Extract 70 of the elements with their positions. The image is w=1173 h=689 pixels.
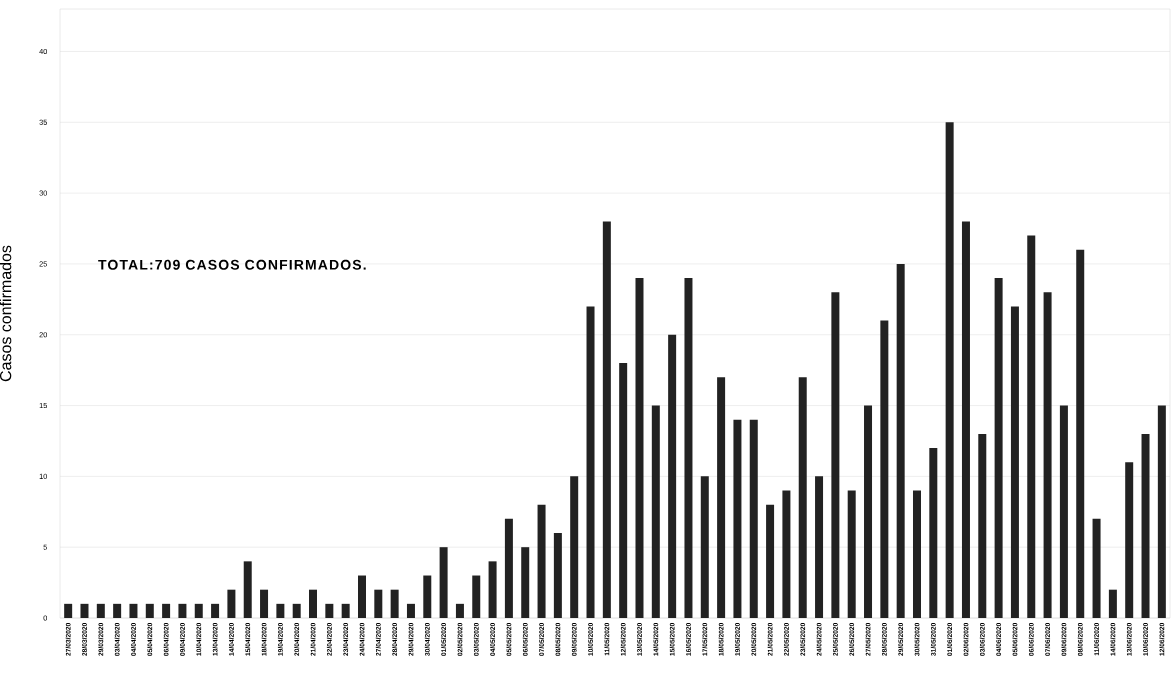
- bar: [521, 547, 530, 618]
- bar: [864, 405, 873, 618]
- bar: [1125, 462, 1134, 618]
- bar: [913, 490, 921, 618]
- bar: [455, 603, 464, 618]
- bar: [113, 603, 122, 618]
- bar: [1141, 433, 1150, 618]
- bar: [684, 278, 693, 618]
- bar: [488, 561, 497, 618]
- bar: [178, 603, 187, 618]
- bar: [847, 490, 856, 618]
- bar: [162, 603, 171, 618]
- bar: [1010, 306, 1019, 618]
- bar: [1059, 405, 1068, 618]
- bar: [1076, 249, 1085, 618]
- bar: [439, 547, 448, 618]
- bar: [619, 363, 628, 618]
- bar: [194, 603, 203, 618]
- bar: [1157, 405, 1166, 618]
- bar: [537, 504, 546, 618]
- bar: [96, 603, 105, 618]
- annotation: TOTAL:709 CASOS CONFIRMADOS.: [98, 259, 366, 270]
- bar: [1092, 518, 1101, 618]
- bar: [717, 377, 726, 618]
- bar: [994, 278, 1003, 618]
- bar: [700, 476, 709, 618]
- bar: [129, 603, 138, 618]
- bar: [782, 490, 791, 618]
- bar: [602, 221, 611, 618]
- bar: [896, 263, 905, 618]
- bar: [406, 603, 415, 618]
- bar: [1108, 589, 1117, 618]
- bar: [423, 575, 432, 618]
- bar: [1027, 235, 1036, 618]
- bar: [325, 603, 334, 618]
- bar: [211, 603, 220, 618]
- bar: [880, 320, 889, 618]
- bar: [145, 603, 154, 618]
- bar: [668, 334, 677, 618]
- bar: [243, 561, 252, 618]
- bar: [766, 504, 775, 618]
- bar: [749, 419, 758, 618]
- bar: [553, 533, 562, 618]
- bar: [341, 603, 350, 618]
- bar: [978, 433, 987, 618]
- bar: [945, 122, 954, 618]
- bar: [504, 518, 513, 618]
- bar: [635, 278, 644, 618]
- bar: [815, 476, 824, 618]
- bar: [64, 603, 73, 618]
- bar: [651, 405, 660, 618]
- bar: [929, 448, 938, 618]
- bar: [276, 603, 285, 618]
- y-axis-title: Casos confirmados: [0, 245, 12, 382]
- bar: [798, 377, 807, 618]
- bar: [390, 589, 399, 618]
- bar: [80, 603, 89, 618]
- bar: [570, 476, 579, 618]
- bar: [309, 589, 318, 618]
- bar: [227, 589, 236, 618]
- bar: [733, 419, 742, 618]
- bar: [374, 589, 383, 618]
- bar: [472, 575, 481, 618]
- bar: [961, 221, 970, 618]
- bar: [586, 306, 595, 618]
- bar: [357, 575, 366, 618]
- bar: [831, 292, 840, 618]
- bar: [1043, 292, 1052, 618]
- bar: [260, 589, 269, 618]
- bar: [292, 603, 301, 618]
